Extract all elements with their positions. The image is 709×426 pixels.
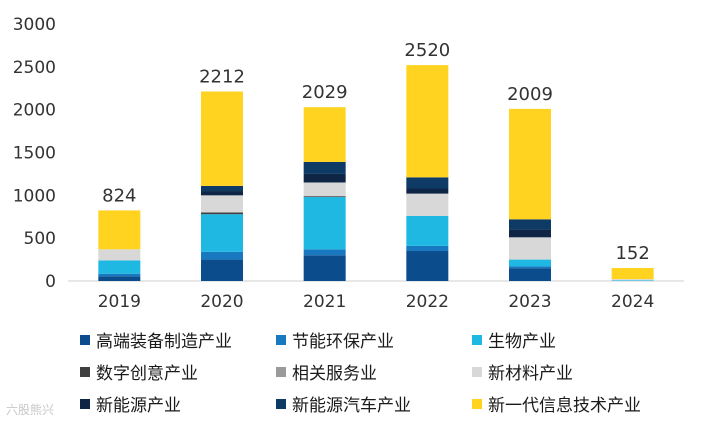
bar-segment-2023: [509, 266, 551, 269]
bar-segment-2021: [303, 161, 346, 174]
bar-total-label: 2520: [404, 40, 450, 61]
watermark: 六股熊兴: [6, 403, 55, 417]
legend-item-high-end-equipment: 高端装备制造产业: [80, 328, 276, 352]
legend-item-related-services: 相关服务业: [276, 360, 472, 384]
bar-segment-2021: [303, 182, 346, 197]
bar-segment-2023: [509, 268, 551, 281]
legend-label: 数字创意产业: [96, 364, 198, 384]
bar-segment-2020: [201, 91, 243, 186]
bar-total-label: 2009: [507, 84, 553, 105]
bar-segment-2021: [303, 255, 346, 281]
bar-segment-2020: [201, 212, 243, 215]
bar-total-label: 2212: [199, 67, 245, 88]
bar-segment-2020: [201, 185, 243, 192]
bar-segment-2022: [406, 251, 449, 281]
legend-label: 新材料产业: [488, 364, 573, 384]
legend-label: 相关服务业: [292, 364, 377, 384]
bar-segment-2024: [611, 279, 654, 281]
legend-swatch-digital-creative: [80, 366, 90, 377]
y-tick-label: 2000: [13, 101, 56, 121]
bar-segment-2021: [303, 196, 346, 198]
x-tick-label: 2022: [406, 292, 449, 312]
y-tick-label: 0: [45, 272, 56, 292]
stacked-bar-chart: 0 500 1000 1500 2000 2500 3000 824 2019 2212 2020 2…: [13, 15, 684, 312]
y-tick-label: 3000: [13, 15, 56, 35]
bar-segment-2024: [611, 280, 654, 281]
y-tick-label: 2500: [13, 58, 56, 78]
bar-total-label: 152: [615, 243, 649, 264]
legend-swatch-new-energy: [80, 398, 90, 409]
legend-label: 新一代信息技术产业: [488, 396, 641, 416]
legend-label: 高端装备制造产业: [96, 332, 232, 352]
x-tick-label: 2021: [303, 292, 346, 312]
legend-label: 节能环保产业: [292, 332, 394, 352]
bar-segment-2022: [406, 188, 449, 194]
legend-swatch-high-end-equipment: [80, 334, 90, 345]
bar-segment-2023: [509, 229, 551, 238]
legend-item-next-gen-it: 新一代信息技术产业: [472, 392, 680, 416]
bar-segment-2024: [611, 267, 654, 280]
bar-segment-2019: [98, 273, 141, 277]
legend-swatch-energy-saving: [276, 334, 286, 345]
legend-item-digital-creative: 数字创意产业: [80, 360, 276, 384]
bar-segment-2023: [509, 219, 551, 230]
bar-segment-2023: [509, 259, 551, 267]
bar-segment-2019: [98, 210, 141, 250]
y-tick-label: 500: [24, 229, 56, 249]
legend-swatch-new-materials: [472, 366, 482, 377]
x-tick-label: 2024: [611, 292, 654, 312]
y-tick-label: 1000: [13, 186, 56, 206]
bar-segment-2021: [303, 249, 346, 256]
bar-segment-2019: [98, 249, 141, 261]
legend-label: 生物产业: [488, 332, 556, 352]
legend-item-energy-saving: 节能环保产业: [276, 328, 472, 352]
legend-item-nev: 新能源汽车产业: [276, 392, 472, 416]
legend-swatch-next-gen-it: [472, 398, 482, 409]
legend-label: 新能源汽车产业: [292, 396, 411, 416]
legend: 高端装备制造产业 节能环保产业 生物产业 数字创意产业 相关服务业 新材料产业 …: [80, 328, 680, 416]
legend-item-new-materials: 新材料产业: [472, 360, 680, 384]
bar-segment-2021: [303, 173, 346, 183]
bar-segment-2023: [509, 237, 551, 260]
x-tick-label: 2019: [98, 292, 141, 312]
bar-segment-2020: [201, 195, 243, 213]
bar-segment-2022: [406, 245, 449, 252]
legend-item-new-energy: 新能源产业: [80, 392, 276, 416]
legend-swatch-related-services: [276, 366, 286, 377]
x-tick-label: 2020: [200, 292, 243, 312]
bar-segment-2022: [406, 193, 449, 216]
bar-segment-2019: [98, 276, 141, 281]
bar-segment-2022: [406, 215, 449, 246]
y-tick-label: 1500: [13, 144, 56, 164]
bar-segment-2020: [201, 251, 243, 260]
bar-segment-2023: [509, 108, 551, 220]
legend-swatch-biotech: [472, 334, 482, 345]
bar-segment-2020: [201, 259, 243, 281]
bar-total-label: 2029: [302, 82, 348, 103]
bar-total-label: 824: [102, 185, 136, 206]
bar-segment-2021: [303, 107, 346, 162]
bar-segment-2022: [406, 177, 449, 189]
bar-segment-2022: [406, 65, 449, 178]
bar-segment-2020: [201, 191, 243, 196]
legend-item-biotech: 生物产业: [472, 328, 680, 352]
bar-segment-2020: [201, 214, 243, 252]
legend-swatch-nev: [276, 398, 286, 409]
legend-label: 新能源产业: [96, 396, 181, 416]
x-tick-label: 2023: [508, 292, 551, 312]
bar-segment-2019: [98, 260, 141, 274]
bar-segment-2021: [303, 197, 346, 250]
